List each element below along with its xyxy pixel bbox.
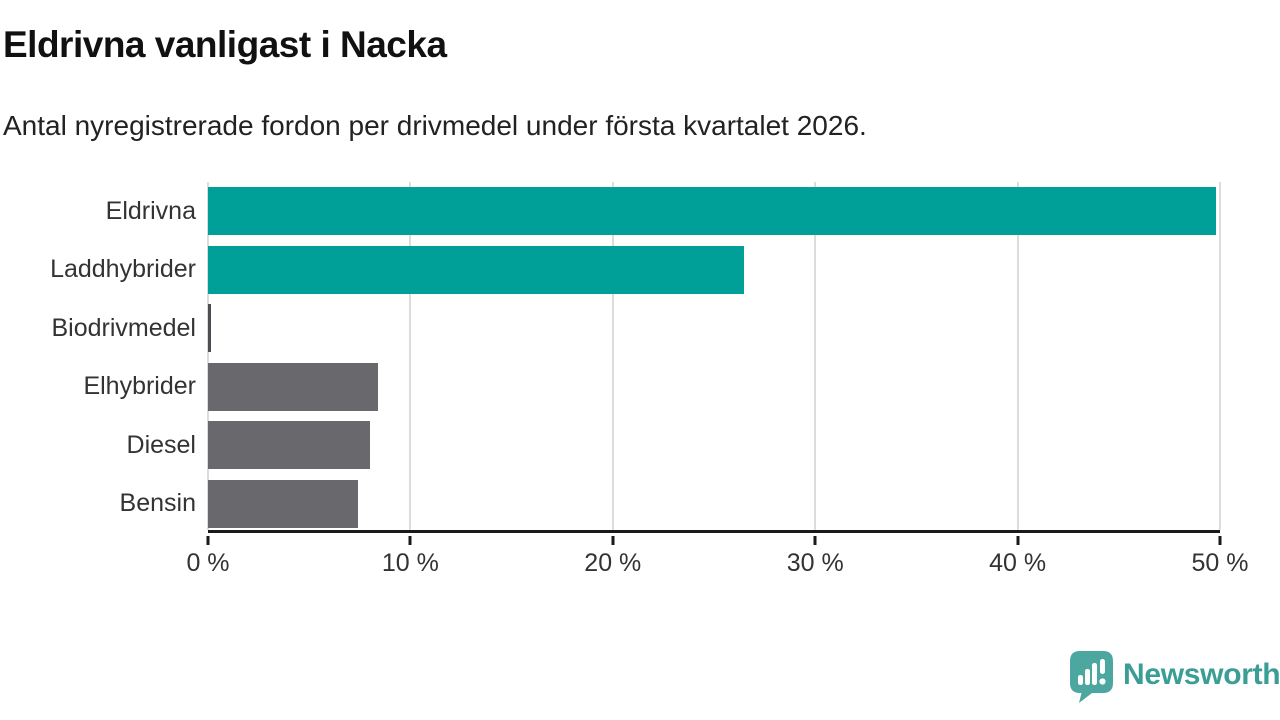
x-axis-tick [1218, 536, 1222, 545]
bar-bensin [208, 479, 358, 528]
x-axis-tick-label: 50 % [1191, 549, 1249, 577]
x-axis-tick-label: 40 % [989, 549, 1047, 577]
bar-eldrivna [208, 187, 1216, 236]
x-axis-tick-label: 0 % [186, 549, 230, 577]
gridline [1016, 182, 1019, 530]
category-label: Bensin [119, 489, 196, 518]
x-axis-tick [1016, 536, 1020, 545]
category-label: Eldrivna [105, 196, 196, 225]
gridline [1219, 182, 1221, 530]
gridline [611, 182, 614, 530]
newsworthy-logo: Newsworthy [1070, 651, 1280, 703]
x-axis-tick-label: 10 % [381, 549, 439, 577]
gridline [814, 182, 817, 530]
x-axis-tick [408, 536, 412, 545]
category-label: Elhybrider [83, 372, 196, 401]
x-axis [206, 536, 1222, 546]
x-axis-tick [206, 536, 210, 545]
category-label: Laddhybrider [50, 255, 196, 284]
bar-diesel [208, 421, 370, 470]
logo-bubble-shape [1070, 651, 1113, 703]
x-axis-tick [813, 536, 817, 545]
chart-subtitle: Antal nyregistrerade fordon per drivmede… [3, 110, 867, 141]
x-axis-tick-label: 30 % [786, 549, 844, 577]
newsworthy-logo-icon [1070, 651, 1113, 703]
bar-biodrivmedel [208, 304, 212, 353]
bar-laddhybrider [208, 245, 745, 294]
chart-title: Eldrivna vanligast i Nacka [3, 24, 447, 65]
plot-area [207, 182, 1221, 533]
x-axis-tick [611, 536, 615, 545]
newsworthy-brand-text: Newsworthy [1123, 658, 1280, 691]
gridline [207, 182, 209, 530]
x-axis-tick-labels: 0 % 10 % 20 % 30 % 40 % 50 % [186, 549, 1248, 579]
gridline [409, 182, 412, 530]
x-axis-tick-label: 20 % [584, 549, 642, 577]
category-label: Biodrivmedel [51, 313, 196, 342]
bar-elhybrider [208, 362, 379, 411]
y-axis-labels: Eldrivna Laddhybrider Biodrivmedel Elhybrid… [0, 182, 196, 533]
category-label: Diesel [126, 430, 196, 459]
